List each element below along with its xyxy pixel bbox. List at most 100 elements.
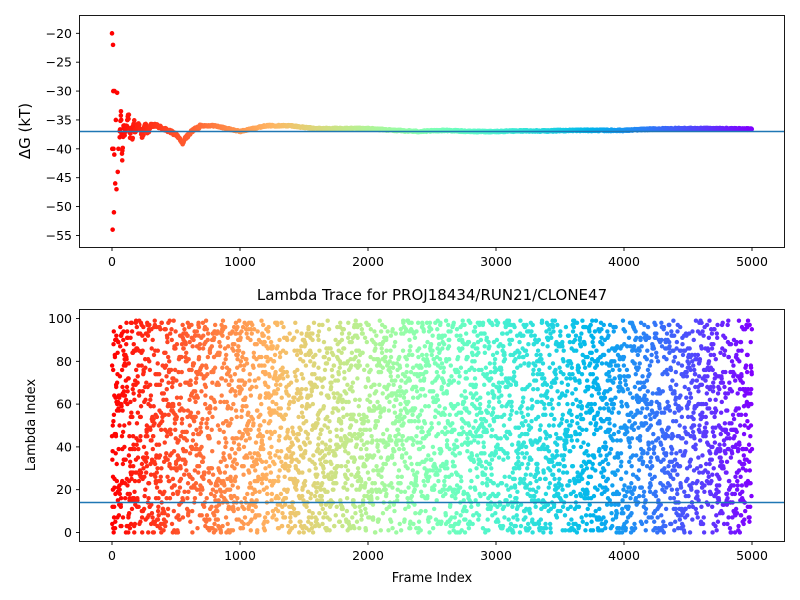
lambda-point [410,442,416,447]
lambda-point [341,327,347,332]
lambda-point [350,515,355,520]
lambda-point [419,365,424,370]
lambda-point [451,378,457,383]
lambda-point [456,369,461,375]
lambda-point [345,468,351,473]
lambda-point [388,374,393,379]
lambda-point [192,496,198,501]
lambda-point [446,344,452,349]
lambda-point [497,384,502,390]
lambda-point [326,356,332,362]
lambda-point [387,433,393,439]
delta-g-point [141,132,146,138]
lambda-point [396,468,402,473]
lambda-point [475,346,480,351]
lambda-point [321,376,327,381]
lambda-point [258,423,263,428]
lambda-point [191,431,196,437]
lambda-point [300,376,306,381]
lambda-point [254,342,259,347]
lambda-point [198,491,203,497]
lambda-point [412,406,418,411]
lambda-point [507,393,512,398]
lambda-point [189,367,194,373]
lambda-point [149,438,154,443]
lambda-point [223,356,228,362]
lambda-point [416,354,421,360]
lambda-point [516,425,522,430]
lambda-point [428,342,434,347]
lambda-point [308,359,313,364]
lambda-point [419,352,425,358]
lambda-point [220,365,225,370]
lambda-point [344,391,349,396]
lambda-point [518,318,523,323]
lambda-point [228,374,233,379]
lambda-point [166,380,171,385]
lambda-point [468,320,473,326]
lambda-point [378,369,384,375]
lambda-point [444,438,450,443]
lambda-point [174,414,179,420]
lambda-point [264,476,269,482]
lambda-point [181,346,186,351]
lambda-point [178,395,184,400]
lambda-point [351,412,356,418]
lambda-point [436,421,441,426]
lambda-point [224,399,230,405]
lambda-point [321,466,326,471]
lambda-point [406,399,411,405]
lambda-point [159,419,165,424]
lambda-point [358,508,363,514]
lambda-point [283,496,289,501]
lambda-point [174,378,179,383]
lambda-point [414,329,419,334]
lambda-point [227,455,233,460]
lambda-point [483,419,489,424]
lambda-point [136,446,141,452]
lambda-point [238,359,244,364]
lambda-point [232,389,238,394]
lambda-point [377,382,382,388]
lambda-point [155,361,160,366]
delta-g-plot: 0 1000 2000 3000 4000 5000 −20−25−30−35−40−45… [16,15,785,269]
lambda-point [270,365,275,370]
lambda-point [517,466,522,471]
lambda-point [478,493,483,499]
lambda-point [513,523,519,529]
lambda-point [364,339,370,345]
lambda-point [286,393,291,398]
lambda-point [417,346,422,351]
lambda-point [231,440,237,445]
lambda-point [360,350,365,355]
lambda-point [170,491,176,497]
lambda-point [452,463,457,469]
lambda-point [207,350,213,355]
lambda-point [470,352,476,358]
lambda-point [353,318,358,323]
lambda-point [142,337,148,343]
lambda-point [123,457,128,462]
lambda-point [499,404,505,409]
lambda-point [132,521,138,527]
lambda-point [298,350,304,355]
lambda-point [130,386,135,392]
lambda-point [371,468,376,473]
lambda-point [135,410,141,415]
lambda-point [303,386,309,392]
lambda-point [458,365,464,370]
lambda-point [426,431,432,437]
lambda-point [309,389,315,394]
lambda-point [385,329,390,334]
lambda-point [193,481,199,486]
lambda-point [334,427,339,432]
lambda-point [184,350,189,355]
lambda-point [215,423,221,428]
lambda-point [315,333,321,338]
lambda-point [479,463,485,469]
lambda-point [489,433,494,439]
lambda-point [479,367,484,373]
lambda-point [314,489,319,495]
lambda-point [441,487,447,492]
lambda-point [349,472,354,477]
